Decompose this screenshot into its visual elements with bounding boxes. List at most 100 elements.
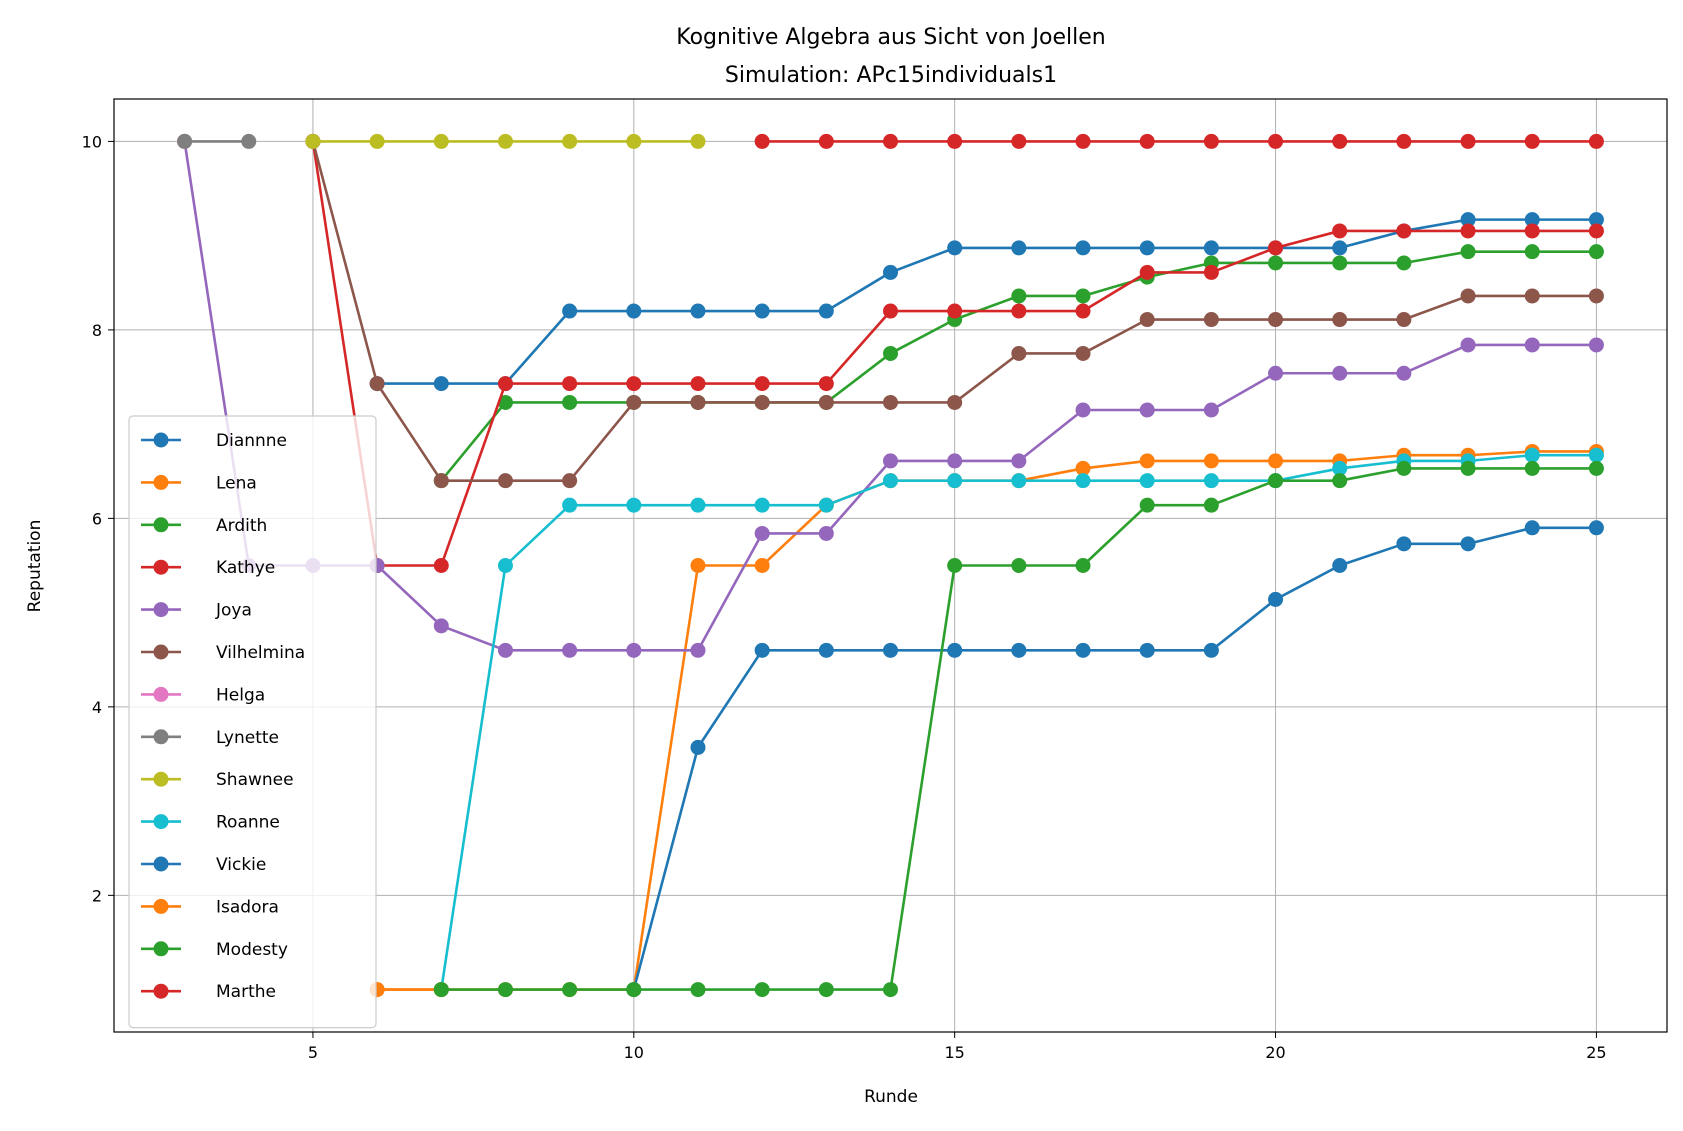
data-point [1588, 337, 1604, 353]
data-point [1139, 642, 1155, 658]
x-tick-label: 15 [944, 1043, 964, 1062]
data-point [1268, 312, 1284, 328]
data-point [690, 133, 706, 149]
data-point [754, 982, 770, 998]
data-point [1203, 312, 1219, 328]
data-point [1075, 240, 1091, 256]
data-point [1203, 240, 1219, 256]
data-point [947, 303, 963, 319]
data-point [690, 376, 706, 392]
series-vilhelmina [305, 133, 1604, 489]
legend-marker [153, 814, 169, 830]
legend-label: Shawnee [216, 770, 294, 790]
y-tick-label: 8 [92, 321, 102, 340]
data-point [369, 133, 385, 149]
data-point [754, 376, 770, 392]
data-point [1396, 460, 1412, 476]
data-point [1011, 642, 1027, 658]
legend-label: Joya [215, 601, 252, 621]
x-tick-label: 20 [1265, 1043, 1285, 1062]
legend-item: Roanne [141, 813, 280, 833]
legend-label: Vickie [216, 855, 266, 875]
y-tick-label: 2 [92, 886, 102, 905]
data-point [626, 982, 642, 998]
legend-label: Lena [216, 473, 257, 493]
data-point [690, 558, 706, 573]
legend-marker [153, 856, 169, 872]
data-point [1524, 288, 1540, 304]
data-point [1203, 402, 1219, 418]
data-point [1268, 133, 1284, 149]
data-point [1011, 133, 1027, 149]
data-point [1588, 288, 1604, 304]
data-point [818, 394, 834, 410]
legend-label: Kathye [216, 558, 275, 578]
data-point [626, 642, 642, 658]
y-tick-label: 6 [92, 509, 102, 528]
legend-item: Joya [141, 601, 252, 621]
legend-item: Kathye [141, 558, 275, 578]
data-point [1460, 460, 1476, 476]
data-point [883, 473, 898, 489]
data-point [1011, 453, 1027, 469]
series-lynette [177, 133, 257, 149]
data-point [883, 642, 898, 658]
data-point [562, 642, 578, 658]
legend: Diannne Lena Ardith Kathye Joya Vilhelmina Hel… [128, 415, 377, 1029]
data-point [1460, 244, 1476, 260]
chart-title: Kognitive Algebra aus Sicht von Joellen [676, 25, 1105, 50]
data-point [177, 133, 193, 149]
data-point [626, 133, 642, 149]
data-point [1011, 240, 1027, 256]
data-point [1268, 240, 1284, 256]
legend-marker [153, 941, 169, 957]
axis-ticks: 5 10 15 20 25 2 4 6 8 10 [82, 132, 1607, 1062]
data-point [1139, 264, 1155, 280]
data-point [562, 376, 578, 392]
x-tick-label: 10 [624, 1043, 644, 1062]
legend-marker [153, 729, 169, 745]
data-point [947, 473, 963, 489]
data-point [1460, 223, 1476, 239]
data-point [883, 303, 898, 319]
data-point [1588, 223, 1604, 239]
legend-item: Vilhelmina [141, 643, 305, 663]
data-point [1332, 255, 1348, 271]
data-point [1075, 473, 1091, 489]
data-point [626, 303, 642, 319]
data-point [947, 453, 963, 469]
data-point [1011, 345, 1027, 361]
data-point [497, 376, 513, 392]
data-point [947, 240, 963, 256]
legend-marker [153, 983, 169, 999]
data-point [1075, 642, 1091, 658]
data-point [1203, 453, 1219, 469]
series-marthe [754, 133, 1604, 149]
data-point [1588, 212, 1604, 228]
data-point [818, 982, 834, 998]
data-point [1524, 520, 1540, 536]
data-point [1396, 536, 1412, 552]
data-point [1588, 460, 1604, 476]
data-point [433, 376, 449, 392]
data-point [1332, 240, 1348, 256]
legend-item: Isadora [141, 897, 279, 917]
data-point [305, 133, 321, 149]
legend-item: Lena [141, 473, 257, 493]
legend-item: Shawnee [141, 770, 294, 790]
legend-label: Diannne [216, 431, 287, 451]
data-point [947, 394, 963, 410]
data-point [497, 982, 513, 998]
data-point [562, 473, 578, 489]
data-point [562, 497, 578, 513]
legend-label: Roanne [216, 813, 280, 833]
data-point [1460, 288, 1476, 304]
data-point [754, 497, 770, 513]
data-point [1268, 591, 1284, 607]
legend-item: Helga [141, 685, 265, 705]
y-axis-label: Reputation [25, 520, 45, 613]
x-tick-label: 25 [1586, 1043, 1606, 1062]
data-point [1139, 133, 1155, 149]
legend-marker [153, 771, 169, 787]
data-point [433, 618, 449, 634]
